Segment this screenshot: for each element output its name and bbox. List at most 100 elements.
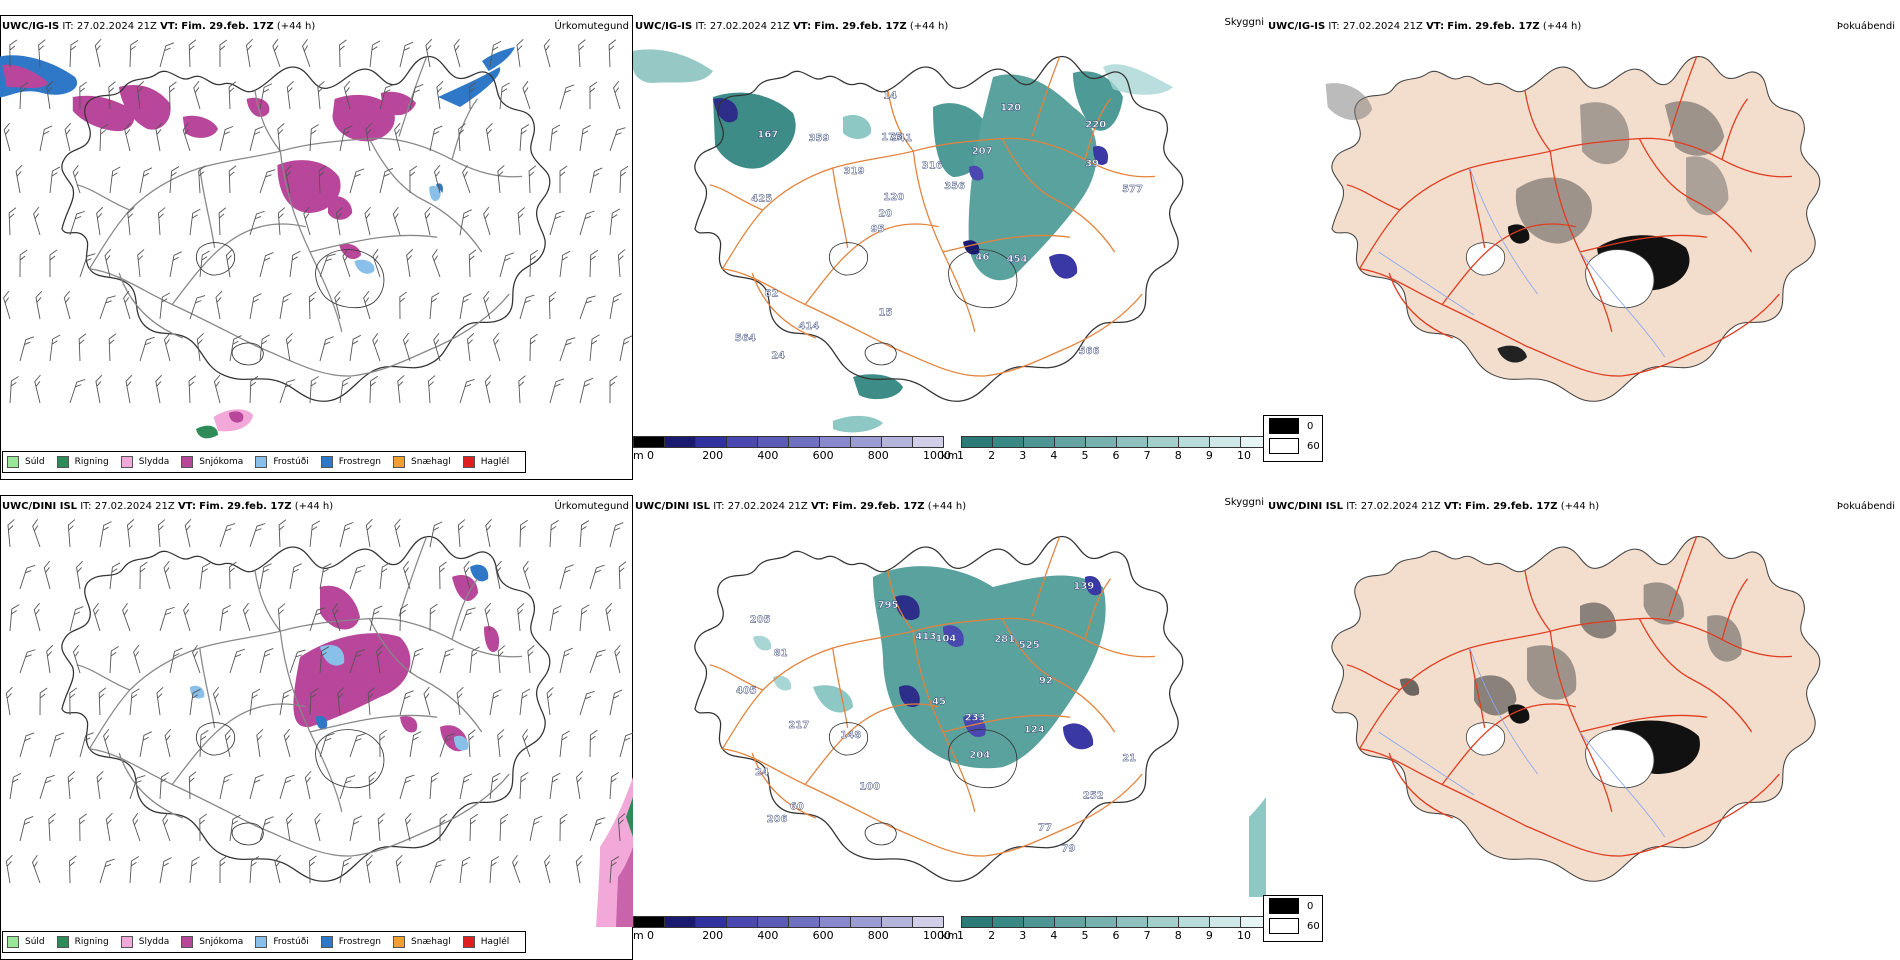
fog-index-panel-bottom: UWC/DINI ISL IT: 27.02.2024 21Z VT: Fim.… bbox=[1263, 495, 1899, 960]
colorbar-tick-label: 2 bbox=[988, 449, 996, 462]
wind-barb bbox=[156, 686, 164, 716]
wind-barb bbox=[392, 206, 401, 236]
wind-barb bbox=[332, 602, 341, 632]
colorbar-segment bbox=[664, 916, 696, 928]
wind-barb bbox=[576, 770, 583, 800]
panel-title: Skyggni bbox=[1224, 17, 1264, 28]
wind-barb bbox=[289, 563, 302, 590]
wind-barb bbox=[609, 689, 623, 716]
legend-item: 60 bbox=[1264, 436, 1322, 456]
wind-barb bbox=[516, 38, 524, 68]
wind-barb bbox=[617, 249, 626, 278]
wind-barb bbox=[397, 375, 405, 404]
colorbar-segment bbox=[1209, 916, 1241, 928]
visibility-value-label: 100 bbox=[859, 781, 880, 792]
wind-barb bbox=[379, 167, 394, 194]
colorbar-segment bbox=[1147, 916, 1179, 928]
colorbar-tick-label: 0 bbox=[647, 449, 654, 462]
wind-barb bbox=[64, 122, 72, 152]
snow-area bbox=[72, 95, 135, 132]
colorbar-segment bbox=[1209, 436, 1241, 448]
wind-barb bbox=[512, 854, 521, 884]
wind-barb bbox=[279, 293, 292, 320]
wind-barb bbox=[49, 166, 61, 194]
wind-barb bbox=[159, 42, 175, 68]
visibility-value-label: 24 bbox=[771, 350, 785, 361]
legend-swatch bbox=[1269, 898, 1299, 914]
visibility-value-label: 217 bbox=[788, 720, 809, 731]
wind-barb bbox=[349, 815, 363, 842]
wind-barb bbox=[108, 333, 117, 362]
wind-barb bbox=[159, 292, 171, 320]
colorbar-tick-label: 200 bbox=[702, 449, 724, 462]
wind-barb bbox=[242, 602, 251, 632]
wind-barb bbox=[308, 291, 317, 320]
wind-barb bbox=[224, 728, 232, 758]
colorbar-tick-label: 600 bbox=[812, 449, 834, 462]
legend-swatch bbox=[120, 936, 133, 948]
legend-swatch bbox=[56, 456, 69, 468]
wind-barb bbox=[126, 519, 135, 548]
wind-barb bbox=[304, 770, 312, 800]
panel-title: Úrkomutegund bbox=[554, 501, 629, 512]
wind-barb bbox=[219, 125, 234, 152]
visibility-value-label: 359 bbox=[809, 133, 830, 144]
wind-barb bbox=[529, 333, 538, 362]
colorbar-tick-label: 600 bbox=[812, 929, 834, 942]
wind-barb bbox=[96, 770, 104, 800]
colorbar-tick-label: 5 bbox=[1081, 449, 1089, 462]
wind-barb bbox=[133, 644, 141, 674]
wind-barb bbox=[249, 856, 260, 884]
wind-barb bbox=[278, 603, 286, 632]
wind-barb bbox=[272, 38, 281, 68]
wind-barb bbox=[363, 290, 371, 320]
wind-barb bbox=[5, 854, 13, 884]
wind-barb bbox=[286, 812, 294, 842]
colorbar-tick-label: 400 bbox=[757, 449, 779, 462]
wind-barb bbox=[365, 518, 373, 548]
freezing-rain-area bbox=[316, 715, 328, 730]
wind-barb bbox=[67, 519, 76, 548]
colorbar-tick-label: 1 bbox=[957, 449, 964, 462]
wind-barb bbox=[76, 560, 84, 590]
wind-barb bbox=[159, 772, 169, 800]
wind-barb bbox=[559, 647, 573, 674]
wind-barb bbox=[219, 39, 228, 68]
wind-barb bbox=[549, 605, 562, 632]
wind-barb bbox=[15, 164, 23, 194]
panel-title: Þokuábendi bbox=[1836, 21, 1895, 32]
colorbar-segment bbox=[1085, 436, 1117, 448]
wind-barb bbox=[137, 249, 145, 278]
legend-item: Snjókoma bbox=[181, 456, 243, 468]
visibility-colorbar bbox=[961, 916, 1272, 928]
wind-barb bbox=[409, 731, 422, 758]
wind-barb bbox=[339, 125, 353, 152]
colorbar-segment bbox=[1085, 916, 1117, 928]
wind-barb bbox=[99, 521, 112, 548]
legend-swatch bbox=[56, 936, 69, 948]
visibility-value-label: 577 bbox=[1122, 184, 1143, 195]
colorbar-segment bbox=[881, 436, 913, 448]
wind-barb bbox=[343, 80, 351, 110]
legend-swatch bbox=[181, 456, 194, 468]
fog-area bbox=[1515, 177, 1592, 244]
colorbar-tick-label: 6 bbox=[1112, 449, 1120, 462]
wind-barb bbox=[424, 206, 431, 236]
wind-barb bbox=[519, 294, 535, 320]
wind-barb bbox=[309, 607, 326, 632]
legend-swatch bbox=[1269, 438, 1299, 454]
colorbar-tick-label: 8 bbox=[1174, 449, 1182, 462]
snow-area bbox=[320, 585, 360, 630]
wind-barb bbox=[429, 521, 443, 548]
visibility-value-label: 21 bbox=[1122, 753, 1136, 764]
wind-barb bbox=[319, 336, 334, 362]
snow-area bbox=[339, 243, 361, 260]
wind-barb bbox=[79, 253, 96, 278]
wind-barb bbox=[218, 207, 227, 236]
wind-barb bbox=[349, 168, 365, 194]
wind-barb bbox=[199, 729, 209, 758]
wind-barb bbox=[614, 644, 621, 674]
colorbar-segment bbox=[1178, 436, 1210, 448]
wind-barb bbox=[184, 518, 192, 548]
visibility-value-label: 60 bbox=[790, 802, 804, 813]
